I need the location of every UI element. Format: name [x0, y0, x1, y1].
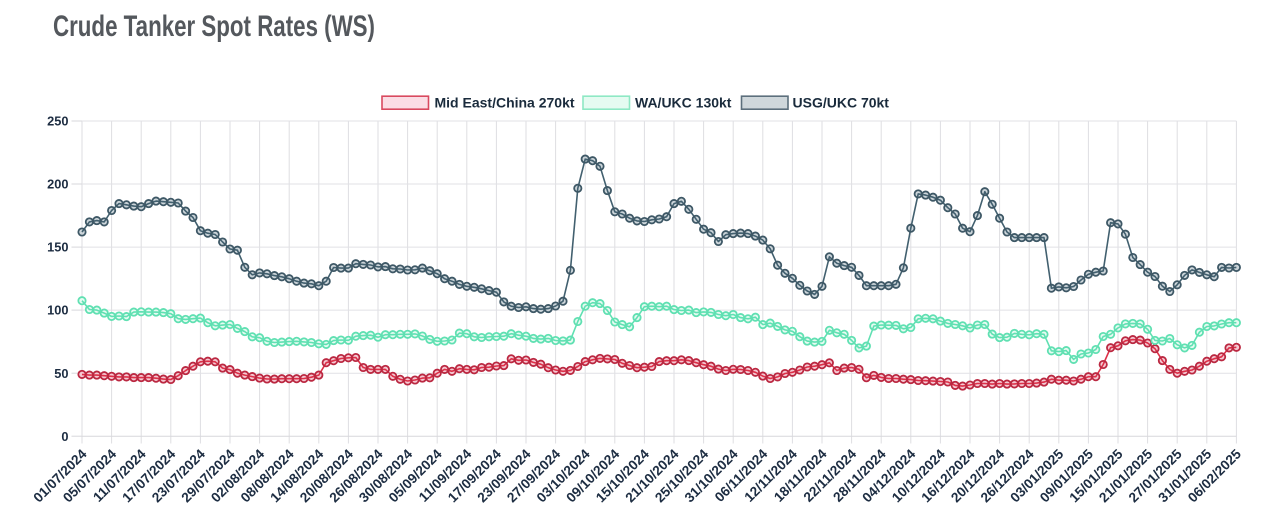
svg-text:0: 0: [61, 429, 68, 444]
svg-text:WA/UKC 130kt: WA/UKC 130kt: [635, 95, 732, 111]
svg-text:50: 50: [54, 366, 68, 381]
svg-text:Mid East/China 270kt: Mid East/China 270kt: [435, 95, 575, 111]
svg-text:Crude Tanker Spot Rates (WS): Crude Tanker Spot Rates (WS): [53, 10, 375, 43]
svg-text:USG/UKC 70kt: USG/UKC 70kt: [793, 95, 890, 111]
svg-text:150: 150: [47, 240, 68, 255]
svg-text:200: 200: [47, 177, 68, 192]
svg-text:100: 100: [47, 303, 68, 318]
svg-text:250: 250: [47, 114, 68, 129]
